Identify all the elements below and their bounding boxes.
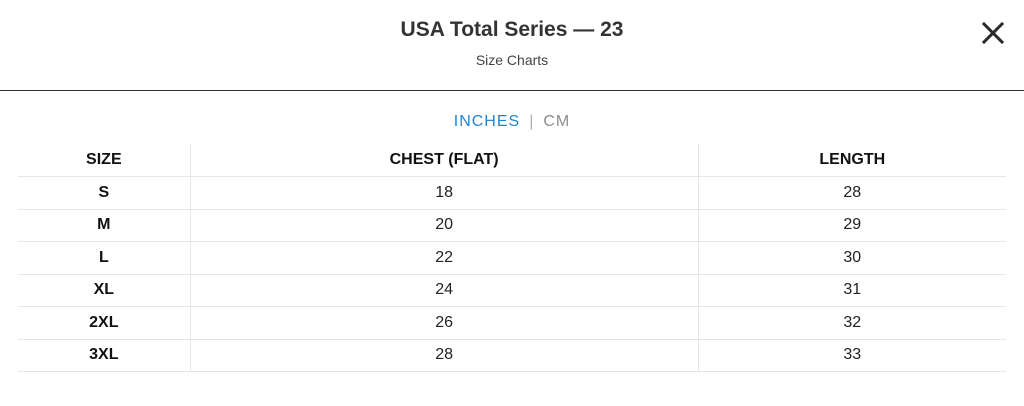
header-length: LENGTH xyxy=(698,144,1006,177)
chest-cell: 22 xyxy=(190,241,699,275)
length-cell: 29 xyxy=(698,209,1006,242)
size-cell: 3XL xyxy=(18,339,191,372)
header-size: SIZE xyxy=(18,144,191,177)
close-icon xyxy=(981,21,1005,45)
header-chest: CHEST (FLAT) xyxy=(190,144,699,177)
length-cell: 28 xyxy=(698,176,1006,210)
unit-cm-tab[interactable]: CM xyxy=(543,113,571,130)
size-cell: M xyxy=(18,209,191,242)
chest-cell: 20 xyxy=(190,209,699,242)
size-cell: S xyxy=(18,176,191,210)
length-cell: 32 xyxy=(698,306,1006,340)
modal-subtitle: Size Charts xyxy=(475,52,549,68)
table-row: S 18 28 xyxy=(18,176,1006,210)
close-button[interactable] xyxy=(980,20,1006,46)
length-cell: 31 xyxy=(698,274,1006,307)
size-table: SIZE CHEST (FLAT) LENGTH S 18 28 M 20 29… xyxy=(18,144,1006,372)
chest-cell: 18 xyxy=(190,176,699,210)
table-row: M 20 29 xyxy=(18,209,1006,242)
length-cell: 33 xyxy=(698,339,1006,372)
modal-title: USA Total Series — 23 xyxy=(400,18,624,41)
table-row: 2XL 26 32 xyxy=(18,306,1006,340)
table-row: 3XL 28 33 xyxy=(18,339,1006,372)
table-row: XL 24 31 xyxy=(18,274,1006,307)
size-cell: L xyxy=(18,241,191,275)
unit-inches-tab[interactable]: INCHES xyxy=(453,113,521,130)
table-row: L 22 30 xyxy=(18,241,1006,275)
unit-separator: | xyxy=(529,113,535,130)
chest-cell: 28 xyxy=(190,339,699,372)
chest-cell: 24 xyxy=(190,274,699,307)
modal-header: USA Total Series — 23 Size Charts xyxy=(0,0,1024,91)
chest-cell: 26 xyxy=(190,306,699,340)
unit-toggle: INCHES | CM xyxy=(0,113,1024,131)
size-cell: XL xyxy=(18,274,191,307)
table-header-row: SIZE CHEST (FLAT) LENGTH xyxy=(18,144,1006,177)
length-cell: 30 xyxy=(698,241,1006,275)
size-cell: 2XL xyxy=(18,306,191,340)
